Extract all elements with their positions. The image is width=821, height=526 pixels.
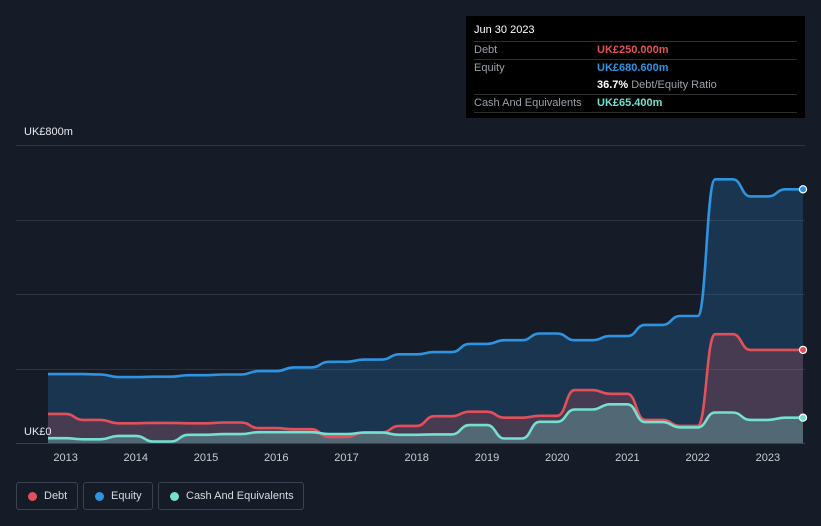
tooltip-equity-value: UK£680.600m [597, 62, 669, 74]
x-tick-label: 2016 [264, 452, 288, 464]
legend-cash-label: Cash And Equivalents [186, 490, 294, 502]
tooltip-debt-value: UK£250.000m [597, 44, 669, 56]
legend-item-equity[interactable]: Equity [83, 482, 153, 510]
debt-line [48, 332, 803, 439]
x-tick-label: 2014 [124, 452, 148, 464]
x-tick-label: 2017 [334, 452, 358, 464]
legend-debt-label: Debt [44, 490, 68, 502]
tooltip-equity-label: Equity [474, 62, 505, 74]
x-tick-label: 2021 [615, 452, 639, 464]
x-tick-label: 2018 [404, 452, 428, 464]
tooltip-ratio-value: 36.7% [597, 79, 629, 91]
equity-line [48, 178, 803, 379]
cash-area [48, 404, 803, 443]
equity-end-marker [798, 185, 808, 194]
tooltip-date: Jun 30 2023 [474, 23, 797, 42]
x-tick-label: 2023 [756, 452, 780, 464]
debt-legend-dot-icon [28, 491, 37, 501]
x-tick-label: 2020 [545, 452, 569, 464]
x-tick-label: 2013 [53, 452, 77, 464]
debt-end-marker [798, 345, 808, 355]
cash-end-marker [798, 413, 808, 422]
tooltip-cash-value: UK£65.400m [597, 97, 663, 109]
tooltip-cash-row: Cash And Equivalents UK£65.400m [474, 95, 797, 113]
cash-line [48, 402, 803, 443]
cash-legend-dot-icon [170, 491, 179, 501]
legend-equity-label: Equity [111, 490, 142, 502]
equity-legend-dot-icon [95, 491, 104, 501]
equity-area [48, 179, 803, 444]
x-tick-label: 2022 [685, 452, 709, 464]
tooltip-debt-label: Debt [474, 44, 498, 56]
tooltip-cash-label: Cash And Equivalents [474, 97, 582, 109]
tooltip-equity-row: Equity UK£680.600m [474, 60, 797, 77]
tooltip-ratio-label: Debt/Equity Ratio [631, 79, 717, 91]
legend-item-cash[interactable]: Cash And Equivalents [158, 482, 304, 510]
value-tooltip: Jun 30 2023 Debt UK£250.000m Equity UK£6… [466, 16, 805, 118]
x-tick-label: 2015 [194, 452, 218, 464]
tooltip-ratio-row: 36.7% Debt/Equity Ratio [474, 77, 797, 95]
legend-item-debt[interactable]: Debt [16, 482, 78, 510]
y-axis-bottom-label: UK£0 [24, 426, 52, 438]
x-tick-label: 2019 [475, 452, 499, 464]
debt-area [48, 334, 803, 443]
tooltip-debt-row: Debt UK£250.000m [474, 42, 797, 60]
y-axis-top-label: UK£800m [24, 126, 73, 138]
